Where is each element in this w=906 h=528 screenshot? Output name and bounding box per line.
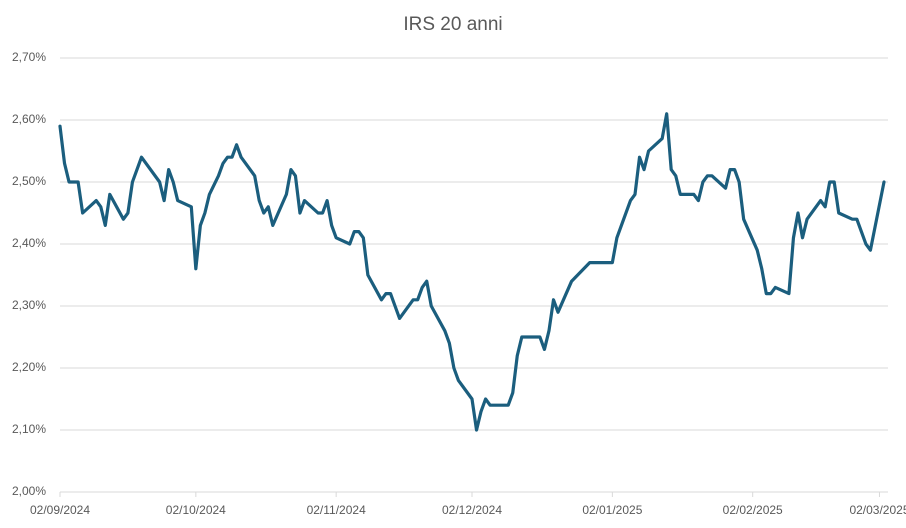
chart-title: IRS 20 anni — [403, 14, 502, 35]
y-tick-label: 2,40% — [12, 236, 46, 250]
x-tick-label: 02/02/2025 — [723, 503, 783, 517]
y-tick-label: 2,50% — [12, 174, 46, 188]
x-tick-label: 02/01/2025 — [582, 503, 642, 517]
x-tick-label: 02/10/2024 — [166, 503, 226, 517]
line-series — [58, 112, 886, 432]
y-tick-label: 2,30% — [12, 298, 46, 312]
y-tick-label: 2,60% — [12, 112, 46, 126]
x-tick-label: 02/11/2024 — [307, 503, 366, 517]
y-tick-label: 2,00% — [12, 484, 46, 498]
y-tick-label: 2,20% — [12, 360, 46, 374]
x-tick-label: 02/09/2024 — [30, 503, 90, 517]
y-tick-label: 2,10% — [12, 422, 46, 436]
y-tick-label: 2,70% — [12, 50, 46, 64]
x-tick-label: 02/03/2025 — [849, 503, 906, 517]
x-tick-label: 02/12/2024 — [442, 503, 502, 517]
